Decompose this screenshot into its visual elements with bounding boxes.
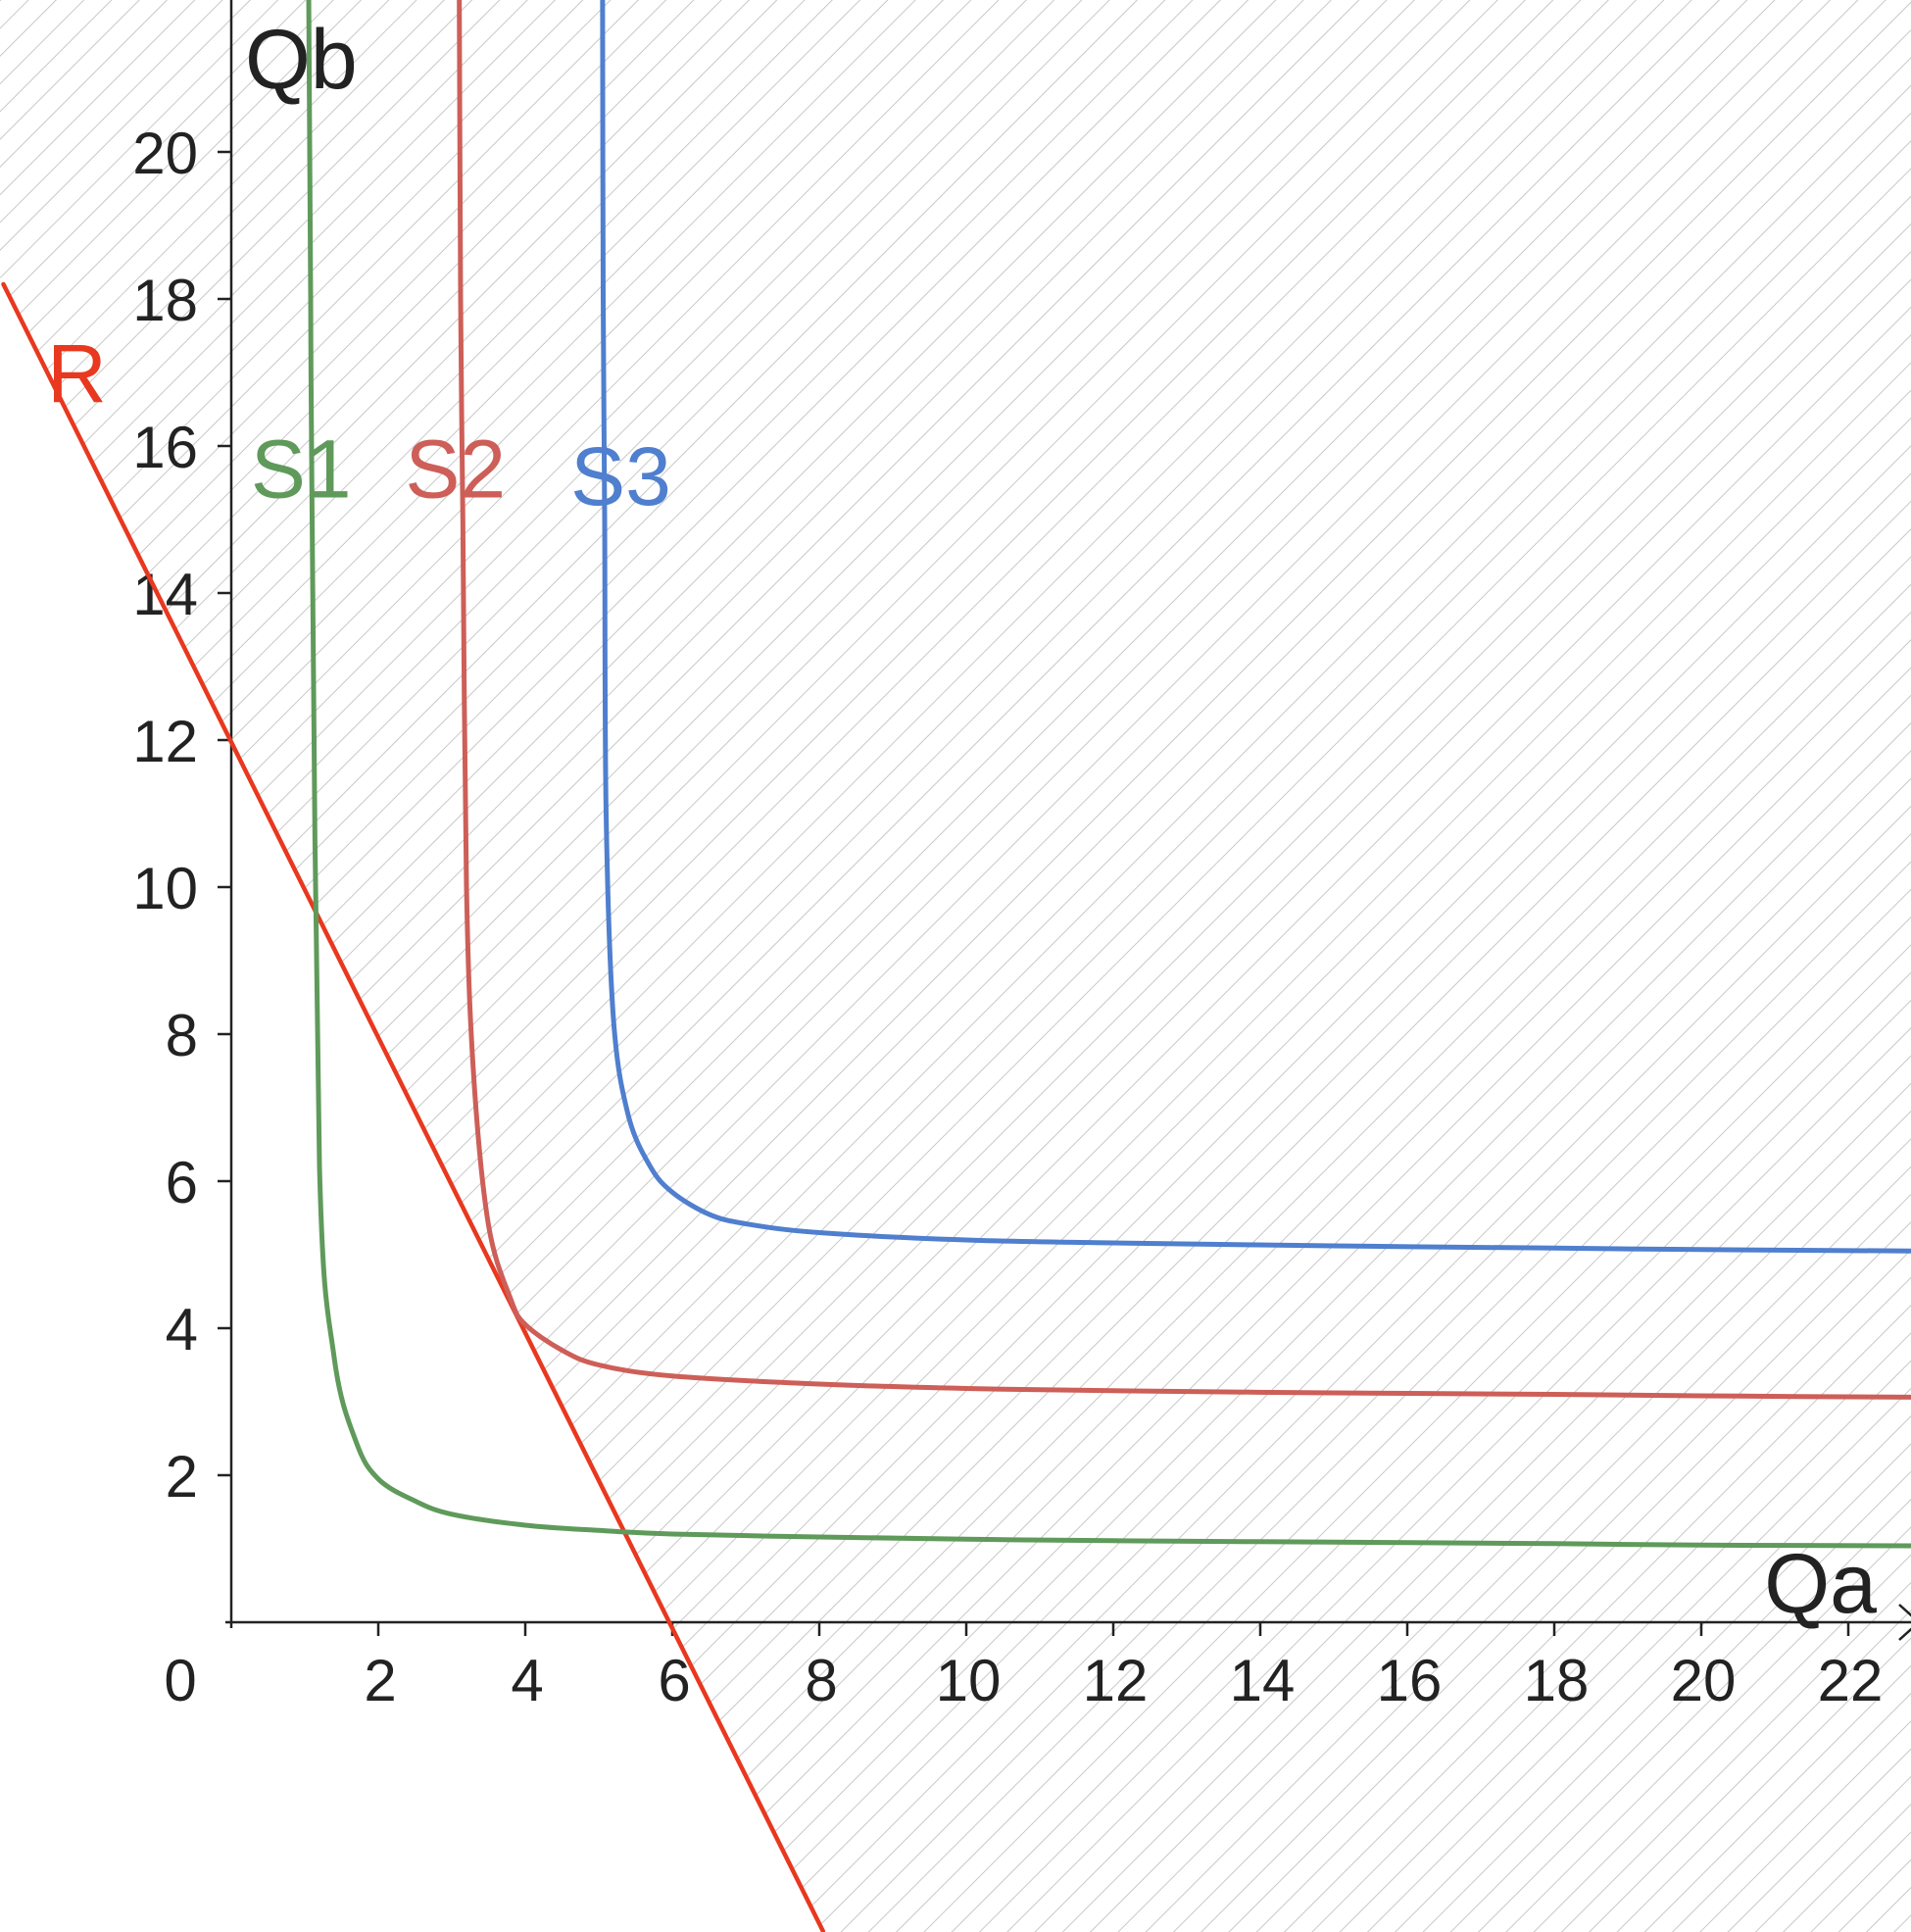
y-tick-label-4: 4: [166, 1297, 198, 1362]
y-tick-label-16: 16: [132, 415, 198, 480]
y-tick-label-10: 10: [132, 856, 198, 921]
x-tick-label-20: 20: [1671, 1648, 1737, 1713]
x-tick-label-12: 12: [1083, 1648, 1149, 1713]
labels-layer: R S1 S2 S3: [47, 327, 671, 522]
series-s2-curve: [457, 0, 1911, 1400]
origin-label: 0: [164, 1648, 196, 1713]
y-tick-label-8: 8: [166, 1003, 198, 1068]
x-tick-label-18: 18: [1524, 1648, 1590, 1713]
y-tick-label-2: 2: [166, 1444, 198, 1510]
x-tick-label-22: 22: [1818, 1648, 1884, 1713]
y-tick-label-6: 6: [166, 1150, 198, 1215]
x-axis-label: Qa: [1764, 1537, 1877, 1631]
series-s1-curve: [306, 0, 1911, 1549]
x-tick-label-10: 10: [936, 1648, 1002, 1713]
y-tick-label-20: 20: [132, 121, 198, 186]
x-axis-arrow: [1898, 1604, 1911, 1641]
series-label-r: R: [47, 327, 107, 420]
x-tick-label-4: 4: [511, 1648, 543, 1713]
y-axis-label: Qb: [245, 13, 358, 107]
x-tick-label-8: 8: [805, 1648, 837, 1713]
axes: [225, 0, 1911, 1641]
series-label-s1: S1: [251, 423, 352, 516]
series-s3-curve: [600, 0, 1911, 1254]
y-tick-label-12: 12: [132, 709, 198, 774]
series-label-s2: S2: [405, 423, 506, 516]
series-r-line: [1, 281, 825, 1932]
x-tick-label-14: 14: [1230, 1648, 1296, 1713]
y-tick-label-14: 14: [132, 562, 198, 627]
series-label-s3: S3: [570, 430, 671, 522]
x-tick-label-16: 16: [1377, 1648, 1443, 1713]
x-tick-label-2: 2: [364, 1648, 396, 1713]
y-tick-label-18: 18: [132, 268, 198, 333]
